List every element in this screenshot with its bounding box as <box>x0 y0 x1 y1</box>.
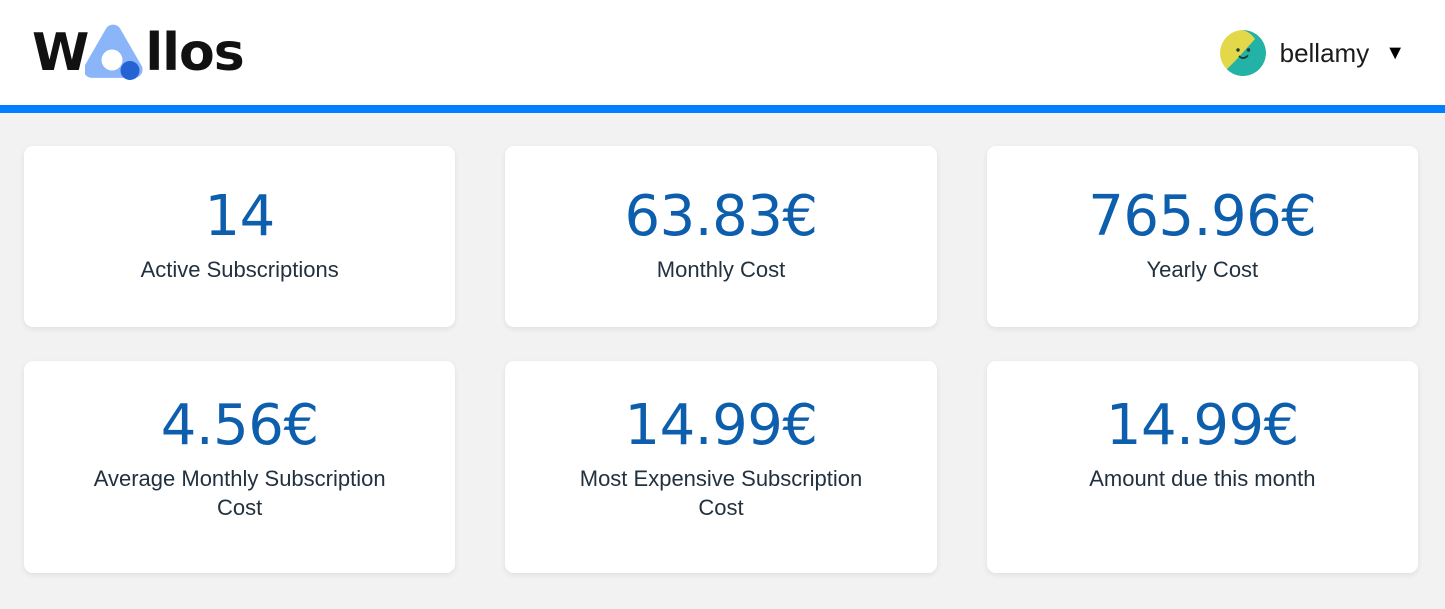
stat-card-amount-due-this-month: 14.99€ Amount due this month <box>986 361 1418 573</box>
logo-wordmark-prefix: W <box>32 22 89 83</box>
stat-card-active-subscriptions: 14 Active Subscriptions <box>24 146 456 327</box>
stat-label: Yearly Cost <box>1146 257 1259 283</box>
chevron-down-icon[interactable]: ▼ <box>1385 41 1405 64</box>
stat-value: 63.83€ <box>624 184 818 250</box>
stat-label: Most Expensive Subscription Cost <box>579 465 863 521</box>
stat-label: Average Monthly Subscription Cost <box>93 465 386 521</box>
stat-value: 765.96€ <box>1088 184 1317 250</box>
stats-grid: 14 Active Subscriptions 63.83€ Monthly C… <box>24 146 1418 573</box>
user-name-label: bellamy <box>1279 37 1370 68</box>
stat-card-monthly-cost: 63.83€ Monthly Cost <box>505 146 937 327</box>
stat-label: Monthly Cost <box>656 257 786 283</box>
logo-wordmark-suffix: llos <box>145 22 244 83</box>
brand-logo[interactable]: W llos <box>32 0 245 105</box>
user-menu[interactable]: bellamy ▼ <box>1219 29 1405 76</box>
stat-label: Amount due this month <box>1089 465 1316 491</box>
dashboard-content: 14 Active Subscriptions 63.83€ Monthly C… <box>0 113 1445 573</box>
stat-card-average-monthly-subscription-cost: 4.56€ Average Monthly Subscription Cost <box>24 361 456 573</box>
stat-value: 4.56€ <box>160 393 319 458</box>
user-avatar-icon <box>1219 29 1266 76</box>
stat-value: 14.99€ <box>624 393 818 458</box>
stat-card-yearly-cost: 765.96€ Yearly Cost <box>986 146 1418 327</box>
app-header: W llos <box>0 0 1445 105</box>
wallos-triangle-logo-icon <box>83 24 147 86</box>
header-accent-bar <box>0 105 1445 113</box>
stat-card-most-expensive-subscription-cost: 14.99€ Most Expensive Subscription Cost <box>505 361 937 573</box>
stat-value: 14.99€ <box>1105 393 1299 458</box>
dashboard-page: W llos <box>0 0 1445 573</box>
stat-value: 14 <box>204 184 276 250</box>
stat-label: Active Subscriptions <box>140 257 339 283</box>
